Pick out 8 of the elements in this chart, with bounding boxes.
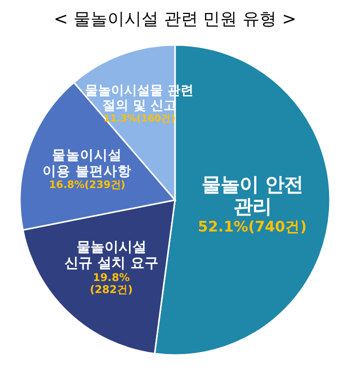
data-label: 16.8%(239건): [48, 179, 126, 192]
data-label: 19.8% (282건): [90, 270, 133, 296]
data-label: 52.1%(740건): [198, 219, 307, 236]
slice-label: 물놀이시설 이용 불편사항: [42, 148, 132, 180]
data-label: 11.3%(160건): [103, 113, 176, 124]
title: < 물놀이시설 관련 민원 유형 >: [54, 10, 296, 30]
slice-label: 물놀이시설 신규 설치 요구: [64, 239, 158, 272]
slice-label: 물놀이 안전 관리: [201, 172, 304, 218]
